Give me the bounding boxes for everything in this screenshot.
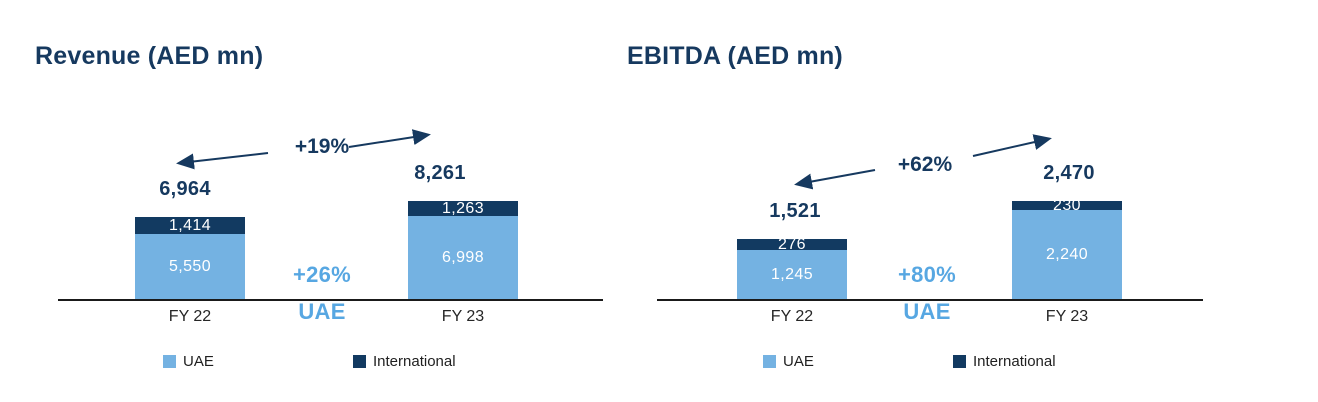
international-legend-swatch — [953, 355, 966, 368]
international-segment: 1,414 — [135, 217, 245, 234]
bar-total-label-fy23: 8,261 — [414, 162, 466, 184]
uae-value: 5,550 — [168, 258, 212, 275]
chart-title: EBITDA (AED mn) — [627, 42, 843, 70]
x-tick-fy23: FY 23 — [1045, 308, 1089, 325]
total-growth-label: +19% — [294, 135, 350, 158]
international-segment: 276 — [737, 235, 847, 253]
uae-value: 1,245 — [770, 266, 814, 283]
uae-value: 6,998 — [441, 249, 485, 266]
international-value: 1,263 — [441, 199, 485, 217]
international-value: 276 — [778, 235, 806, 253]
stacked-bar-fy22: 276 1,245 — [737, 235, 847, 300]
uae-legend-swatch — [763, 355, 776, 368]
x-tick-fy23: FY 23 — [441, 308, 485, 325]
legend-item-international: International — [353, 354, 456, 369]
x-axis — [657, 299, 1203, 301]
legend: UAE International — [600, 354, 1260, 374]
uae-growth-percent: +26% — [292, 262, 352, 287]
uae-segment: 1,245 — [737, 250, 847, 300]
uae-growth-percent: +80% — [897, 262, 957, 287]
international-segment: 1,263 — [408, 199, 518, 217]
legend-label-uae: UAE — [183, 353, 214, 370]
x-axis — [58, 299, 603, 301]
legend-label-international: International — [973, 353, 1056, 370]
x-tick-fy22: FY 22 — [168, 308, 212, 325]
uae-legend-swatch — [163, 355, 176, 368]
international-value: 230 — [1053, 196, 1081, 214]
bar-total-label-fy22: 6,964 — [159, 178, 211, 200]
legend-item-international: International — [953, 354, 1056, 369]
legend: UAE International — [0, 354, 660, 374]
bar-total-label-fy22: 1,521 — [769, 200, 821, 222]
stacked-bar-fy23: 1,263 6,998 — [408, 199, 518, 300]
bar-total-label-fy23: 2,470 — [1043, 162, 1095, 184]
legend-label-uae: UAE — [783, 353, 814, 370]
chart-title: Revenue (AED mn) — [35, 42, 264, 70]
uae-segment: 2,240 — [1012, 210, 1122, 300]
international-segment: 230 — [1012, 197, 1122, 213]
uae-growth-target: UAE — [298, 299, 346, 324]
uae-segment: 5,550 — [135, 234, 245, 300]
uae-growth-target: UAE — [903, 299, 951, 324]
stacked-bar-fy22: 1,414 5,550 — [135, 217, 245, 300]
stacked-bar-fy23: 230 2,240 — [1012, 197, 1122, 300]
legend-item-uae: UAE — [763, 354, 814, 369]
revenue-chart: Revenue (AED mn) +19% 6,964 8,261 1,414 … — [0, 42, 660, 374]
legend-label-international: International — [373, 353, 456, 370]
ebitda-chart: EBITDA (AED mn) +62% 1,521 2,470 276 1,2… — [600, 0, 1260, 402]
total-growth-label: +62% — [897, 153, 953, 176]
legend-item-uae: UAE — [163, 354, 214, 369]
x-tick-fy22: FY 22 — [770, 308, 814, 325]
uae-value: 2,240 — [1045, 246, 1089, 263]
international-value: 1,414 — [168, 216, 212, 234]
uae-segment: 6,998 — [408, 216, 518, 300]
international-legend-swatch — [353, 355, 366, 368]
